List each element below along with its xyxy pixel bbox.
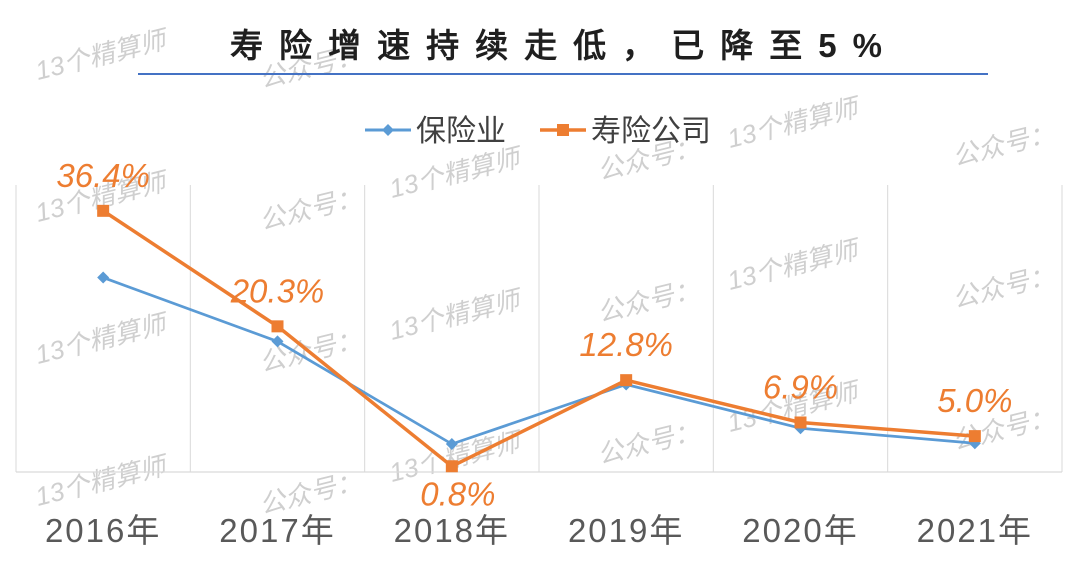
data-label-life-insurers-3: 0.8%: [420, 475, 495, 512]
chart-title: 寿险增速持续走低，已降至5%: [230, 27, 882, 64]
data-label-life-insurers-5: 6.9%: [763, 368, 838, 405]
watermark-text: 公众号：: [256, 182, 364, 236]
legend-square-marker: [557, 124, 569, 136]
legend-item-insurance-industry: 保险业: [365, 115, 506, 148]
legend-item-life-insurers: 寿险公司: [540, 115, 711, 148]
marker-life-insurers-1: [97, 204, 110, 217]
watermark-text: 13个精算师: [386, 142, 526, 204]
marker-life-insurers-4: [620, 374, 633, 387]
series-line-life-insurers: [101, 209, 977, 469]
watermark-text: 公众号：: [594, 416, 702, 470]
watermark-text: 13个精算师: [32, 308, 172, 370]
marker-insurance-industry-1: [97, 271, 110, 284]
legend-diamond-marker: [382, 124, 394, 136]
x-tick-label: 2021年: [917, 512, 1033, 549]
data-label-life-insurers-1: 36.4%: [56, 157, 150, 194]
legend-label: 寿险公司: [591, 115, 711, 148]
watermark-text: 公众号：: [949, 118, 1057, 172]
watermark-text: 13个精算师: [32, 450, 172, 512]
series-life-insurers: 36.4% 20.3% 0.8% 12.8% 6.9% 5.0%: [56, 157, 1012, 512]
data-label-life-insurers-4: 12.8%: [579, 326, 673, 363]
marker-life-insurers-3: [445, 460, 458, 473]
marker-life-insurers-6: [968, 430, 981, 443]
watermark-text: 13个精算师: [386, 284, 526, 346]
x-tick-label: 2017年: [219, 512, 335, 549]
gridlines: [15, 185, 1063, 473]
marker-insurance-industry-3: [445, 438, 458, 451]
x-tick-label: 2019年: [568, 512, 684, 549]
x-tick-label: 2018年: [394, 512, 510, 549]
watermark-text: 公众号：: [949, 260, 1057, 314]
x-axis-labels: 2016年 2017年 2018年 2019年 2020年 2021年: [45, 512, 1033, 549]
watermark-text: 公众号：: [594, 274, 702, 328]
data-label-life-insurers-6: 5.0%: [937, 382, 1012, 419]
legend-label: 保险业: [416, 115, 506, 148]
marker-life-insurers-2: [271, 320, 284, 333]
series-line-insurance-industry: [101, 276, 977, 446]
watermark-text: 13个精算师: [32, 24, 172, 86]
marker-life-insurers-5: [794, 416, 807, 429]
legend: 保险业 寿险公司: [365, 115, 711, 148]
watermark-text: 13个精算师: [724, 234, 864, 296]
data-label-life-insurers-2: 20.3%: [230, 272, 325, 309]
x-tick-label: 2020年: [742, 512, 858, 549]
watermark-text: 13个精算师: [724, 92, 864, 154]
x-tick-label: 2016年: [45, 512, 161, 549]
marker-insurance-industry-2: [271, 335, 284, 348]
watermark-layer: 13个精算师 公众号：13个精算师 公众号：13个精算师 公众号：13个精算师 公众号：…: [32, 24, 1057, 520]
series-layer: 36.4% 20.3% 0.8% 12.8% 6.9% 5.0%: [56, 157, 1012, 512]
